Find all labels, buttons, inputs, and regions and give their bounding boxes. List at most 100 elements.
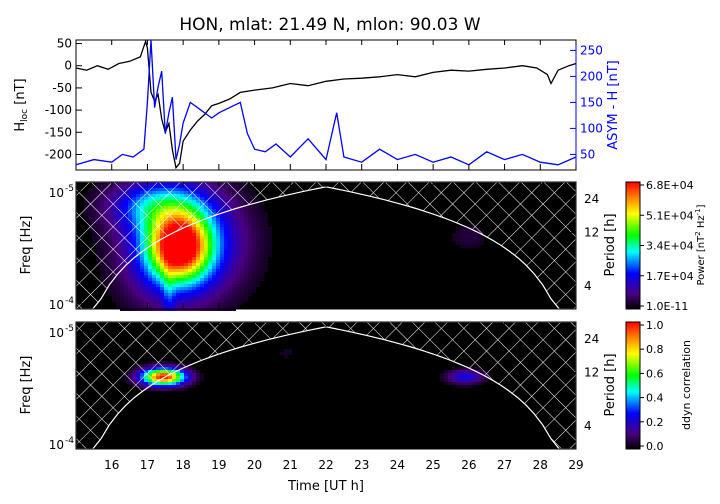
- heatmap-cell: [180, 269, 184, 272]
- left-axis-label-main: H: [13, 122, 28, 132]
- heatmap-cell: [144, 251, 148, 254]
- heatmap-cell: [264, 254, 268, 257]
- heatmap-cell: [232, 254, 236, 257]
- heatmap-cell: [196, 245, 200, 248]
- heatmap-cell: [200, 257, 204, 260]
- heatmap-cell: [236, 227, 240, 230]
- heatmap-cell: [252, 230, 256, 233]
- heatmap-cell: [220, 215, 224, 218]
- cone-of-influence: [75, 321, 577, 450]
- heatmap-cell: [180, 296, 184, 299]
- colorbar-tick-label: 3.4E+04: [646, 240, 694, 253]
- heatmap-cell: [248, 230, 252, 233]
- heatmap-cell: [184, 305, 188, 308]
- heatmap-cell: [240, 254, 244, 257]
- heatmap-cell: [124, 266, 128, 269]
- heatmap-cell: [224, 266, 228, 269]
- heatmap-cell: [176, 257, 180, 260]
- heatmap-cell: [120, 275, 124, 278]
- heatmap-cell: [260, 275, 264, 278]
- heatmap-cell: [164, 287, 168, 290]
- heatmap-cell: [216, 266, 220, 269]
- heatmap-cell: [224, 227, 228, 230]
- heatmap-cell: [116, 290, 120, 293]
- heatmap-cell: [252, 269, 256, 272]
- heatmap-cell: [216, 290, 220, 293]
- heatmap-cell: [232, 227, 236, 230]
- heatmap-cell: [228, 284, 232, 287]
- timeseries-panel: 50 0 -50 -100 -150 -200 250 200 150 100 50 Hloc […: [13, 37, 621, 171]
- heatmap-cell: [260, 227, 264, 230]
- heatmap-cell: [212, 257, 216, 260]
- heatmap-cell: [176, 263, 180, 266]
- heatmap-cell: [208, 272, 212, 275]
- heatmap-cell: [160, 242, 164, 245]
- heatmap-cell: [236, 278, 240, 281]
- heatmap-cell: [240, 257, 244, 260]
- heatmap-cell: [244, 293, 248, 296]
- heatmap-cell: [148, 293, 152, 296]
- heatmap-cell: [224, 221, 228, 224]
- heatmap-cell: [204, 254, 208, 257]
- heatmap-cell: [144, 263, 148, 266]
- heatmap-cell: [452, 239, 456, 242]
- left-tick-label: 0: [64, 59, 72, 73]
- heatmap-cell: [192, 305, 196, 308]
- heatmap-cell: [176, 269, 180, 272]
- heatmap-cell: [168, 299, 172, 302]
- heatmap-cell: [232, 209, 236, 212]
- heatmap-cell: [188, 302, 192, 305]
- heatmap-cell: [212, 260, 216, 263]
- heatmap-cell: [200, 305, 204, 308]
- heatmap-cell: [232, 224, 236, 227]
- heatmap-cell: [160, 248, 164, 251]
- heatmap-cell: [212, 239, 216, 242]
- time-tick-label: 29: [568, 458, 583, 472]
- heatmap-cell: [188, 257, 192, 260]
- heatmap-cell: [244, 230, 248, 233]
- heatmap-cell: [220, 272, 224, 275]
- period-tick-label: 12: [584, 226, 599, 240]
- heatmap-cell: [212, 281, 216, 284]
- heatmap-cell: [172, 260, 176, 263]
- heatmap-cell: [256, 278, 260, 281]
- heatmap-cell: [116, 284, 120, 287]
- heatmap-cell: [224, 284, 228, 287]
- heatmap-cell: [180, 260, 184, 263]
- heatmap-cell: [112, 287, 116, 290]
- heatmap-cell: [120, 296, 124, 299]
- heatmap-cell: [224, 257, 228, 260]
- heatmap-cell: [220, 275, 224, 278]
- heatmap-cell: [136, 278, 140, 281]
- heatmap-cell: [172, 299, 176, 302]
- heatmap-cell: [144, 296, 148, 299]
- heatmap-cell: [204, 278, 208, 281]
- heatmap-cell: [228, 245, 232, 248]
- heatmap-cell: [256, 221, 260, 224]
- heatmap-cell: [224, 275, 228, 278]
- heatmap-cell: [208, 275, 212, 278]
- heatmap-cell: [252, 275, 256, 278]
- heatmap-cell: [484, 376, 488, 379]
- heatmap-cell: [444, 370, 448, 373]
- heatmap-cell: [240, 284, 244, 287]
- heatmap-cell: [256, 284, 260, 287]
- heatmap-cell: [180, 370, 184, 373]
- heatmap-cell: [452, 376, 456, 379]
- heatmap-cell: [224, 215, 228, 218]
- heatmap-cell: [204, 275, 208, 278]
- heatmap-cell: [196, 236, 200, 239]
- heatmap-cell: [188, 260, 192, 263]
- heatmap-cell: [160, 290, 164, 293]
- heatmap-cell: [116, 293, 120, 296]
- heatmap-cell: [184, 373, 188, 376]
- heatmap-cell: [136, 275, 140, 278]
- heatmap-cell: [244, 212, 248, 215]
- heatmap-cell: [136, 260, 140, 263]
- heatmap-cell: [160, 284, 164, 287]
- heatmap-cell: [192, 239, 196, 242]
- heatmap-cell: [188, 299, 192, 302]
- heatmap-cell: [140, 254, 144, 257]
- heatmap-cell: [172, 275, 176, 278]
